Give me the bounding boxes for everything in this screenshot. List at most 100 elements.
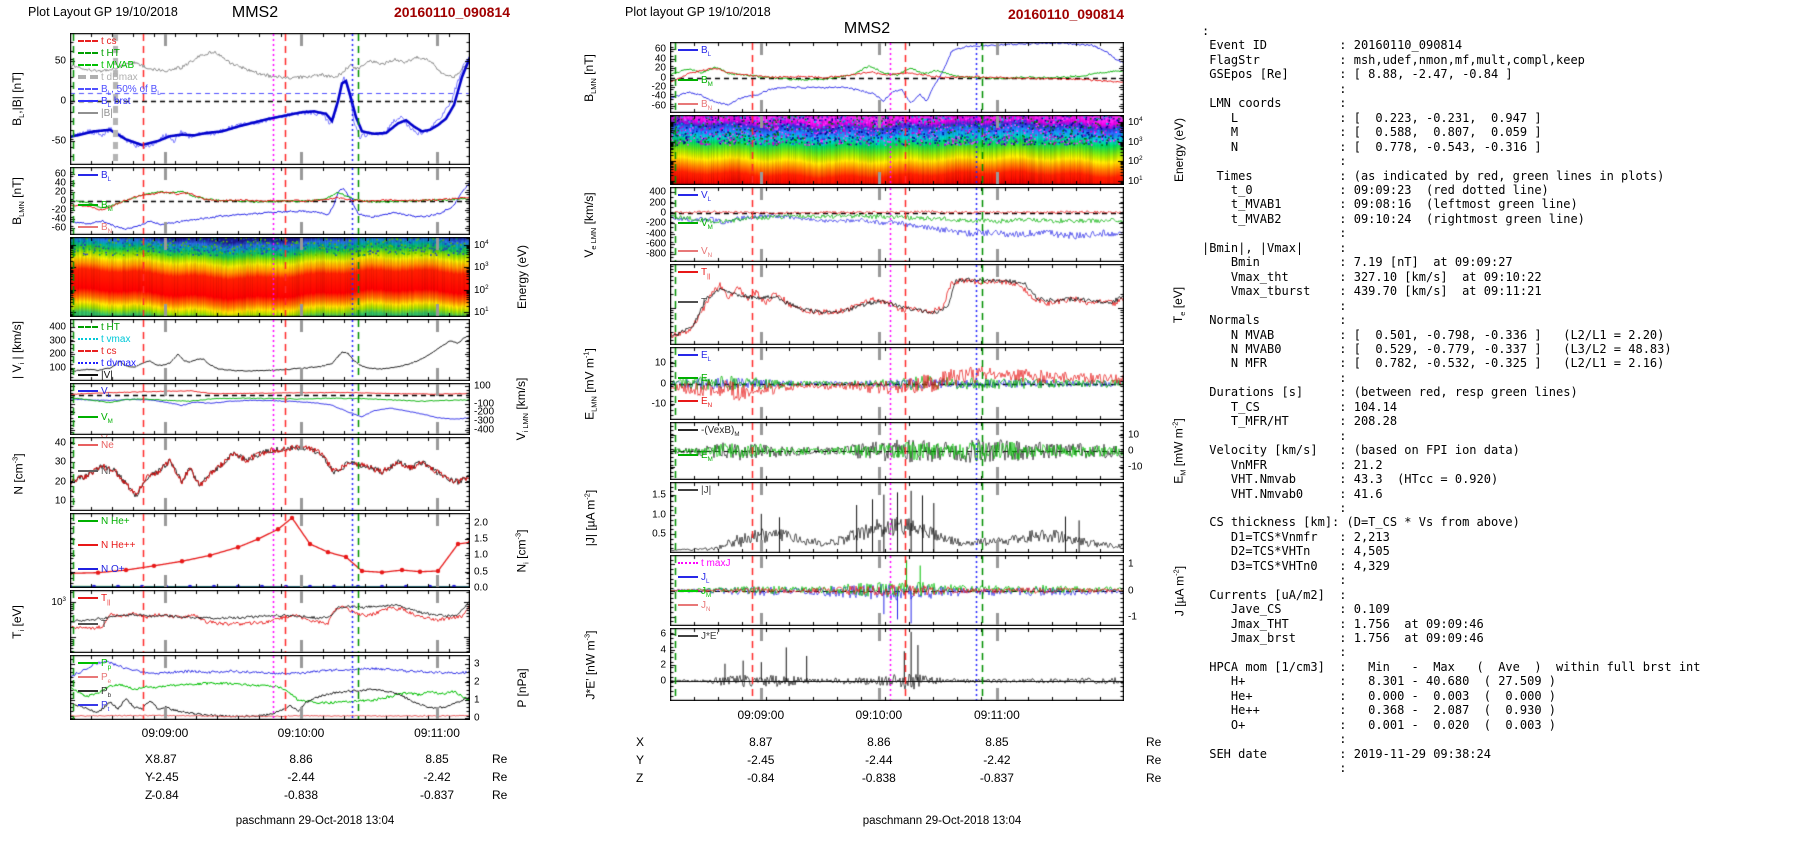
legend-line-sample bbox=[78, 470, 98, 473]
legend-line-sample bbox=[678, 604, 698, 607]
legend-line-sample bbox=[78, 690, 98, 693]
y-tick-label: 103 bbox=[1128, 135, 1143, 148]
y-tick-label: 0 bbox=[660, 378, 666, 389]
panel-e-lmn bbox=[670, 347, 1124, 420]
y-axis-label-right: Energy (eV) bbox=[515, 244, 529, 310]
y-axis-label: BL,|B| [nT] bbox=[9, 72, 27, 126]
y-tick-label: 0 bbox=[1128, 445, 1134, 457]
legend-line-sample bbox=[678, 635, 698, 638]
legend-line-sample bbox=[78, 88, 98, 91]
ephemeris-value: -2.44 bbox=[287, 770, 315, 784]
y-axis-label-right: Energy (eV) bbox=[1172, 117, 1186, 183]
legend-item: BM bbox=[678, 75, 713, 90]
legend-item: T bbox=[78, 619, 107, 630]
y-axis-label: N [cm-3] bbox=[10, 453, 26, 495]
y-tick-label: 101 bbox=[474, 306, 489, 319]
legend-line-sample bbox=[678, 576, 698, 579]
y-tick-label: 40 bbox=[54, 437, 66, 449]
y-tick-label: -200 bbox=[645, 217, 666, 229]
y-tick-label: 0 bbox=[660, 207, 666, 219]
y-tick-label: 101 bbox=[1128, 174, 1143, 188]
y-tick-label: -20 bbox=[51, 204, 66, 216]
y-tick-label: -1 bbox=[1128, 611, 1137, 623]
plot-credit: paschmann 29-Oct-2018 13:04 bbox=[235, 815, 395, 827]
y-tick-label: 102 bbox=[1128, 155, 1143, 168]
time-tick-label: 09:10:00 bbox=[855, 708, 903, 722]
spacecraft-title: MMS2 bbox=[843, 20, 891, 37]
time-tick-label: 09:09:00 bbox=[737, 708, 785, 722]
legend-line-sample bbox=[78, 174, 98, 177]
ephemeris-value: -2.44 bbox=[865, 753, 893, 767]
y-tick-label: 1.5 bbox=[474, 533, 488, 545]
legend-line-sample bbox=[678, 354, 698, 357]
legend-item: BL bbox=[78, 170, 111, 185]
legend-item: JN bbox=[678, 600, 710, 615]
ephemeris-value: -0.84 bbox=[747, 771, 775, 785]
panel-vexb bbox=[670, 422, 1124, 480]
legend-line-sample bbox=[78, 444, 98, 447]
legend-line-sample bbox=[78, 40, 98, 43]
plot-column-middle: Plot layout GP 19/10/2018 MMS2 20160110_… bbox=[558, 0, 1188, 841]
legend-line-sample bbox=[678, 429, 698, 432]
legend-line-sample bbox=[678, 79, 698, 82]
y-tick-label: -40 bbox=[651, 90, 666, 102]
legend-item: t HT bbox=[78, 48, 120, 59]
y-tick-label: -60 bbox=[651, 100, 666, 112]
y-tick-label: 6 bbox=[660, 628, 666, 640]
ephemeris-value: 8.86 bbox=[867, 735, 891, 749]
time-tick-label: 09:09:00 bbox=[141, 726, 189, 740]
legend-line-sample bbox=[678, 562, 698, 565]
legend-line-sample bbox=[678, 400, 698, 403]
legend-item: N O+ bbox=[78, 564, 125, 575]
y-axis-label: Ti [eV] bbox=[9, 604, 27, 639]
legend-item: Pb bbox=[78, 686, 111, 701]
y-tick-label: -20 bbox=[651, 81, 666, 93]
y-axis-label: |J| [µA m-2] bbox=[582, 489, 598, 546]
ephemeris-value: -0.838 bbox=[861, 771, 896, 785]
legend-item: JL bbox=[678, 572, 709, 587]
ephemeris-value: -2.45 bbox=[151, 770, 179, 784]
y-tick-label: 3 bbox=[474, 658, 480, 670]
y-tick-label: -400 bbox=[645, 228, 666, 240]
y-tick-label: 30 bbox=[54, 456, 66, 468]
legend-line-sample bbox=[678, 49, 698, 52]
y-tick-label: 40 bbox=[54, 177, 66, 189]
ephemeris-value: -0.84 bbox=[151, 788, 179, 802]
y-tick-label: -60 bbox=[51, 222, 66, 234]
y-tick-label: -50 bbox=[51, 135, 66, 147]
legend-line-sample bbox=[78, 226, 98, 229]
y-tick-label: 1 bbox=[1128, 558, 1134, 570]
legend-line-sample bbox=[78, 64, 98, 67]
y-tick-label: 4 bbox=[660, 644, 666, 656]
y-axis-label-right: Vi LMN [km/s] bbox=[513, 377, 531, 441]
panel-vi-lmn bbox=[70, 383, 470, 435]
legend-item: -(VexB)M bbox=[678, 425, 740, 440]
legend-line-sample bbox=[78, 676, 98, 679]
legend-line-sample bbox=[78, 597, 98, 600]
y-axis-label-right: Te [eV] bbox=[1170, 286, 1188, 323]
panel-vi-mag bbox=[70, 319, 470, 381]
legend-item: VL bbox=[678, 190, 711, 205]
legend-line-sample bbox=[78, 112, 98, 115]
legend-item: BM bbox=[78, 200, 113, 215]
panel-bl-bmag bbox=[70, 33, 470, 165]
legend-item: VL bbox=[78, 386, 111, 401]
y-tick-label: -600 bbox=[645, 238, 666, 250]
legend-item: VN bbox=[678, 246, 712, 261]
legend-item: VM bbox=[678, 218, 713, 233]
event-info-panel: : Event ID : 20160110_090814 FlagStr : m… bbox=[1188, 0, 1804, 841]
legend-item: t cs bbox=[78, 36, 117, 47]
ephemeris-unit: Re bbox=[1146, 771, 1162, 785]
y-tick-label: 2 bbox=[474, 676, 480, 688]
y-tick-label: -800 bbox=[645, 248, 666, 260]
panel-hpca-density bbox=[70, 513, 470, 588]
legend-item: N He++ bbox=[78, 540, 135, 551]
legend-item: EM bbox=[678, 450, 713, 465]
legend-item: t HT bbox=[78, 322, 120, 333]
legend-item: t maxJ bbox=[678, 558, 730, 569]
legend-item: t dBmax bbox=[78, 72, 138, 83]
legend-line-sample bbox=[78, 544, 98, 547]
y-tick-label: 0.0 bbox=[474, 582, 488, 594]
event-id-label: 20160110_090814 bbox=[393, 4, 510, 20]
legend-line-sample bbox=[78, 326, 98, 329]
